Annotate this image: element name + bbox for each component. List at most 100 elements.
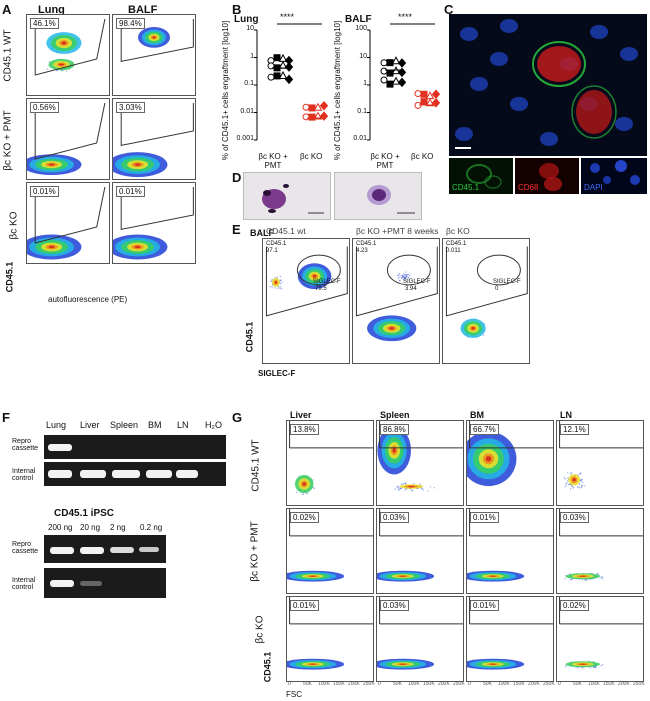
g-col-2: BM bbox=[470, 410, 484, 420]
f-gel-internal bbox=[44, 462, 226, 486]
g-col-1: Spleen bbox=[380, 410, 410, 420]
g-row-pmt: βc KO + PMT bbox=[249, 521, 261, 582]
b-lung-ytick: 0.1 bbox=[244, 80, 254, 87]
gate-percentage: 0.03% bbox=[560, 512, 589, 523]
f-gel-repro bbox=[44, 435, 226, 459]
a-flow-plot-r0-c0: 46.1% bbox=[26, 14, 110, 96]
e-title-1: βc KO +PMT 8 weeks bbox=[356, 226, 439, 236]
e-flow-plot-2: CD45.1 0.011 SIGLEC-F 0 bbox=[442, 238, 530, 364]
gate-percentage: 66.7% bbox=[470, 424, 499, 435]
e-title-2: βc KO bbox=[446, 226, 470, 236]
e-cd45-gate-label: CD45.1 bbox=[446, 241, 467, 247]
f-lane-4: LN bbox=[177, 420, 189, 430]
gate-percentage: 98.4% bbox=[116, 18, 145, 29]
a-col-lung: Lung bbox=[38, 4, 65, 16]
g-flow-plot-r0-c1: 86.8% bbox=[376, 420, 464, 506]
gate-percentage: 46.1% bbox=[30, 18, 59, 29]
a-flow-plot-r2-c1: 0.01% bbox=[112, 182, 196, 264]
b-lung-ylabel: % of CD45.1+ cells engraftment [log10] bbox=[221, 20, 231, 161]
e-siglec-gate-value: 3.94 bbox=[405, 286, 417, 292]
b-lung-sig: **** bbox=[280, 12, 295, 22]
g-flow-plot-r0-c3: 12.1% bbox=[556, 420, 644, 506]
g-xtick: 100K bbox=[498, 681, 510, 687]
g-xtick: 250K bbox=[543, 681, 555, 687]
e-siglec-gate-label: SIGLEC-F bbox=[493, 279, 521, 285]
c-label-cd45: CD45.1 bbox=[452, 183, 480, 192]
a-xlabel: autofluorescence (PE) bbox=[48, 295, 128, 304]
g-xtick: 100K bbox=[588, 681, 600, 687]
c-channel-dapi: DAPI bbox=[581, 158, 647, 194]
e-xlabel: SIGLEC-F bbox=[258, 369, 296, 378]
g-xtick: 150K bbox=[423, 681, 435, 687]
e-ylabel: CD45.1 bbox=[244, 321, 255, 353]
g-xtick: 200K bbox=[528, 681, 540, 687]
f-lane-2: Spleen bbox=[110, 420, 139, 430]
g-xtick: 50K bbox=[483, 681, 492, 687]
g-xtick: 200K bbox=[618, 681, 630, 687]
g-xtick: 200K bbox=[348, 681, 360, 687]
c-channel-cd45: CD45.1 bbox=[449, 158, 513, 194]
g-xtick: 250K bbox=[363, 681, 375, 687]
f-ipsc-lane-1: 20 ng bbox=[80, 523, 101, 532]
b-lung-ytick: 1 bbox=[250, 52, 254, 60]
b-lung-g1: βc KO + PMT bbox=[258, 152, 288, 170]
gate-percentage: 0.01% bbox=[290, 600, 319, 611]
b-balf-ytick: 0.01 bbox=[353, 135, 367, 142]
b-balf-ytick: 100 bbox=[355, 25, 367, 32]
gate-percentage: 0.03% bbox=[380, 512, 409, 523]
e-cd45-gate-value: 97.1 bbox=[266, 248, 278, 254]
gate-percentage: 0.03% bbox=[380, 600, 409, 611]
g-xtick: 100K bbox=[318, 681, 330, 687]
f-ipsc-row-internal: Internal control bbox=[12, 577, 36, 591]
f-ipsc-row-repro: Repro cassette bbox=[12, 541, 39, 555]
g-col-3: LN bbox=[560, 410, 572, 420]
g-xlabel: FSC bbox=[286, 690, 302, 699]
b-balf-g2: βc KO bbox=[411, 152, 434, 161]
f-lane-5: H₂O bbox=[205, 420, 222, 430]
g-xtick: 50K bbox=[573, 681, 582, 687]
panel-e-label: E bbox=[232, 222, 241, 237]
gate-percentage: 0.56% bbox=[30, 102, 59, 113]
d-cytospin-image-1 bbox=[243, 172, 331, 220]
f-lane-3: BM bbox=[148, 420, 162, 430]
e-siglec-gate-value: 0 bbox=[495, 286, 499, 292]
g-xtick: 150K bbox=[333, 681, 345, 687]
e-cd45-gate-value: 4.23 bbox=[356, 248, 368, 254]
g-xtick: 150K bbox=[513, 681, 525, 687]
b-balf-g1: βc KO + PMT bbox=[370, 152, 400, 170]
e-cd45-gate-label: CD45.1 bbox=[266, 241, 287, 247]
b-balf-ylabel: % of CD45.1+ cells engraftment [log10] bbox=[333, 20, 343, 161]
b-balf-ytick: 0.1 bbox=[357, 107, 367, 115]
b-lung-ytick: 0.01 bbox=[240, 107, 254, 115]
c-label-dapi: DAPI bbox=[584, 183, 603, 192]
a-flow-plot-r1-c1: 3.03% bbox=[112, 98, 196, 180]
g-xtick: 0 bbox=[468, 681, 471, 687]
e-sample: BALF bbox=[250, 228, 274, 238]
f-lane-1: Liver bbox=[80, 420, 100, 430]
f-row-repro: Repro cassette bbox=[12, 438, 39, 452]
g-flow-plot-r1-c2: 0.01% bbox=[466, 508, 554, 594]
b-lung-ytick: 0.001 bbox=[236, 135, 254, 142]
g-flow-plot-r2-c3: 0.02% bbox=[556, 596, 644, 682]
b-balf-ytick: 1 bbox=[363, 80, 367, 87]
f-ipsc-title: CD45.1 iPSC bbox=[54, 508, 115, 519]
g-col-0: Liver bbox=[290, 410, 312, 420]
g-xtick: 250K bbox=[633, 681, 645, 687]
g-xtick: 0 bbox=[558, 681, 561, 687]
gate-percentage: 13.8% bbox=[290, 424, 319, 435]
f-row-internal: Internal control bbox=[12, 468, 36, 482]
e-flow-plot-1: CD45.1 4.23 SIGLEC-F 3.94 bbox=[352, 238, 440, 364]
g-xtick: 150K bbox=[603, 681, 615, 687]
gate-percentage: 0.01% bbox=[470, 512, 499, 523]
g-flow-plot-r0-c0: 13.8% bbox=[286, 420, 374, 506]
f-ipsc-lane-2: 2 ng bbox=[110, 523, 126, 532]
b-lung-ytick: 10 bbox=[246, 25, 254, 32]
g-flow-plot-r2-c0: 0.01% bbox=[286, 596, 374, 682]
g-row-ko: βc KO bbox=[254, 615, 266, 644]
g-xtick: 0 bbox=[378, 681, 381, 687]
panel-a-label: A bbox=[2, 2, 12, 17]
gate-percentage: 0.01% bbox=[470, 600, 499, 611]
e-siglec-gate-label: SIGLEC-F bbox=[403, 279, 431, 285]
d-cytospin-image-2 bbox=[334, 172, 422, 220]
f-ipsc-gel-repro bbox=[44, 535, 166, 563]
